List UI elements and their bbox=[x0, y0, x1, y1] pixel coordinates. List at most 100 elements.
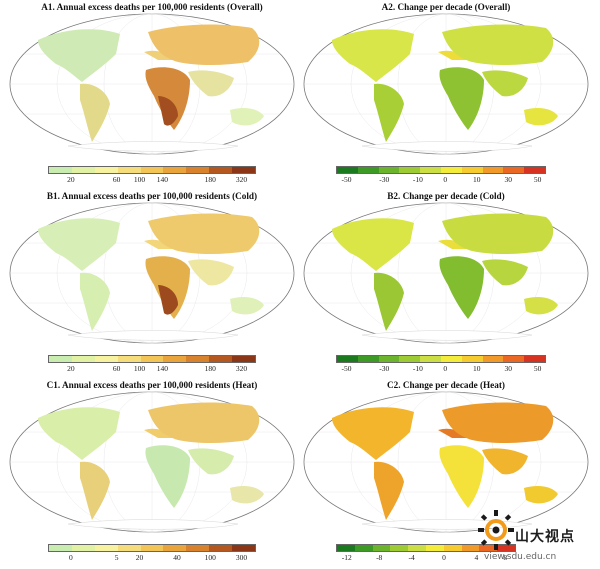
legend-swatch bbox=[482, 356, 504, 362]
legend-swatch bbox=[399, 167, 421, 173]
legend-swatch bbox=[408, 545, 426, 551]
legend-swatch bbox=[420, 356, 441, 362]
legend-tick: -50 bbox=[341, 364, 352, 373]
legend-swatch bbox=[209, 167, 233, 173]
legend-tick: -30 bbox=[379, 364, 390, 373]
legend-swatch bbox=[337, 356, 358, 362]
legend-swatch bbox=[497, 545, 515, 551]
legend-swatch bbox=[420, 167, 441, 173]
legend-swatch bbox=[378, 356, 400, 362]
legend-swatch bbox=[186, 356, 210, 362]
world-map bbox=[303, 13, 589, 155]
legend-swatch bbox=[440, 356, 462, 362]
legend-ticks: 20 60 100 140 180 320 bbox=[48, 175, 256, 186]
legend-tick: 140 bbox=[156, 175, 169, 184]
legend-tick: -30 bbox=[379, 175, 390, 184]
legend-tick: 320 bbox=[235, 175, 248, 184]
legend-ticks: -50 -30 -10 0 10 30 50 bbox=[336, 175, 546, 186]
legend-swatch bbox=[49, 167, 72, 173]
legend-colorbar bbox=[48, 544, 256, 552]
legend-tick: 300 bbox=[235, 553, 248, 562]
legend-ticks: 0 5 20 40 100 300 bbox=[48, 553, 256, 564]
legend-tick: 20 bbox=[67, 364, 75, 373]
legend-tick: 5 bbox=[114, 553, 119, 562]
world-map bbox=[303, 202, 589, 344]
legend-tick: 320 bbox=[235, 364, 248, 373]
legend-swatch bbox=[186, 545, 210, 551]
legend-swatch bbox=[357, 167, 379, 173]
legend-swatch bbox=[482, 167, 504, 173]
legend-swatch bbox=[71, 356, 95, 362]
legend-swatch bbox=[186, 167, 210, 173]
legend-swatch bbox=[440, 167, 462, 173]
legend-swatch bbox=[117, 167, 141, 173]
legend-swatch bbox=[399, 356, 421, 362]
legend-swatch bbox=[503, 356, 525, 362]
legend-swatch bbox=[209, 356, 233, 362]
legend-swatch bbox=[209, 545, 233, 551]
legend-swatch bbox=[357, 356, 379, 362]
legend-swatch bbox=[461, 167, 483, 173]
legend-tick: 50 bbox=[533, 364, 542, 373]
legend-swatch bbox=[390, 545, 409, 551]
legend-tick: 60 bbox=[112, 364, 121, 373]
color-legend: 0 5 20 40 100 300 bbox=[8, 544, 296, 564]
legend-tick: 50 bbox=[533, 175, 542, 184]
legend-swatch bbox=[163, 167, 187, 173]
legend-swatch bbox=[232, 167, 256, 173]
legend-tick: 100 bbox=[133, 364, 146, 373]
world-map bbox=[9, 202, 295, 344]
panel-title: B1. Annual excess deaths per 100,000 res… bbox=[46, 191, 258, 201]
legend-swatch bbox=[71, 167, 95, 173]
legend-swatch bbox=[49, 545, 72, 551]
legend-tick: -4 bbox=[408, 553, 415, 562]
legend-swatch bbox=[71, 545, 95, 551]
legend-tick: 10 bbox=[472, 175, 481, 184]
legend-swatch bbox=[524, 167, 545, 173]
legend-swatch bbox=[354, 545, 373, 551]
color-legend: -50 -30 -10 0 10 30 50 bbox=[302, 166, 590, 186]
legend-swatch bbox=[337, 545, 355, 551]
legend-tick: -8 bbox=[376, 553, 383, 562]
panel-title: B2. Change per decade (Cold) bbox=[387, 191, 505, 201]
legend-tick: 0 bbox=[69, 553, 73, 562]
legend-swatch bbox=[140, 167, 164, 173]
panel-title: C2. Change per decade (Heat) bbox=[387, 380, 505, 390]
legend-colorbar bbox=[336, 355, 546, 363]
legend-tick: 20 bbox=[67, 175, 75, 184]
legend-swatch bbox=[232, 545, 256, 551]
legend-ticks: -50 -30 -10 0 10 30 50 bbox=[336, 364, 546, 375]
legend-tick: -10 bbox=[412, 364, 423, 373]
legend-swatch bbox=[461, 356, 483, 362]
legend-swatch bbox=[94, 356, 118, 362]
legend-swatch bbox=[163, 545, 187, 551]
world-map bbox=[9, 391, 295, 533]
legend-tick: 180 bbox=[204, 175, 216, 184]
legend-swatch bbox=[378, 167, 400, 173]
legend-swatch bbox=[479, 545, 498, 551]
legend-swatch bbox=[94, 545, 118, 551]
legend-tick: 40 bbox=[173, 553, 181, 562]
logo-url: view.sdu.edu.cn bbox=[484, 552, 557, 562]
color-legend: 20 60 100 140 180 320 bbox=[8, 355, 296, 375]
legend-swatch bbox=[503, 167, 525, 173]
legend-swatch bbox=[461, 545, 480, 551]
legend-tick: 30 bbox=[504, 364, 512, 373]
legend-ticks: 20 60 100 140 180 320 bbox=[48, 364, 256, 375]
legend-swatch bbox=[94, 167, 118, 173]
color-legend: 20 60 100 140 180 320 bbox=[8, 166, 296, 186]
legend-colorbar bbox=[336, 544, 516, 552]
legend-tick: -50 bbox=[341, 175, 352, 184]
legend-tick: 30 bbox=[504, 175, 512, 184]
world-map bbox=[9, 13, 295, 155]
panel-title: A2. Change per decade (Overall) bbox=[381, 2, 511, 12]
sun-logo-icon bbox=[478, 510, 514, 550]
legend-swatch bbox=[49, 356, 72, 362]
legend-tick: 0 bbox=[443, 175, 448, 184]
legend-tick: 8 bbox=[503, 553, 508, 562]
legend-tick: -10 bbox=[412, 175, 423, 184]
legend-colorbar bbox=[48, 166, 256, 174]
legend-swatch bbox=[140, 356, 164, 362]
legend-tick: 140 bbox=[156, 364, 169, 373]
watermark-logo: 山大视点 view.sdu.edu.cn bbox=[478, 508, 596, 566]
